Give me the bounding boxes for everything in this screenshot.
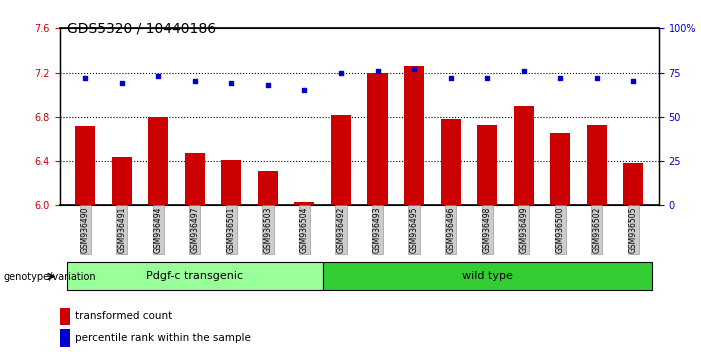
Text: GSM936491: GSM936491 bbox=[117, 206, 126, 253]
Text: GSM936492: GSM936492 bbox=[336, 206, 346, 253]
Point bbox=[226, 80, 237, 86]
Bar bbox=[440, 119, 461, 205]
Point bbox=[518, 68, 529, 74]
Text: GSM936503: GSM936503 bbox=[264, 206, 273, 253]
Bar bbox=[75, 126, 95, 205]
Bar bbox=[514, 106, 533, 205]
Text: GSM936497: GSM936497 bbox=[190, 206, 199, 253]
Text: GSM936495: GSM936495 bbox=[409, 206, 418, 253]
Bar bbox=[623, 163, 644, 205]
Text: GSM936499: GSM936499 bbox=[519, 206, 529, 253]
Point bbox=[262, 82, 273, 88]
Text: GSM936504: GSM936504 bbox=[300, 206, 309, 253]
Bar bbox=[60, 308, 70, 325]
Point bbox=[116, 80, 128, 86]
Text: GSM936505: GSM936505 bbox=[629, 206, 638, 253]
Bar bbox=[185, 153, 205, 205]
Bar bbox=[67, 262, 322, 291]
Text: wild type: wild type bbox=[462, 272, 512, 281]
Bar bbox=[258, 171, 278, 205]
Point bbox=[299, 87, 310, 93]
Point bbox=[591, 75, 602, 81]
Text: GSM936493: GSM936493 bbox=[373, 206, 382, 253]
Bar bbox=[367, 73, 388, 205]
Bar bbox=[222, 160, 241, 205]
Point bbox=[628, 79, 639, 84]
Text: Pdgf-c transgenic: Pdgf-c transgenic bbox=[147, 272, 243, 281]
Point bbox=[79, 75, 90, 81]
Point bbox=[335, 70, 346, 75]
Text: transformed count: transformed count bbox=[74, 312, 172, 321]
Bar bbox=[294, 202, 315, 205]
Bar bbox=[148, 117, 168, 205]
Text: percentile rank within the sample: percentile rank within the sample bbox=[74, 333, 250, 343]
Text: genotype/variation: genotype/variation bbox=[4, 272, 96, 282]
Bar bbox=[587, 125, 607, 205]
Text: GSM936500: GSM936500 bbox=[556, 206, 565, 253]
Bar bbox=[111, 156, 132, 205]
Text: GSM936496: GSM936496 bbox=[446, 206, 455, 253]
Text: GSM936501: GSM936501 bbox=[227, 206, 236, 253]
Text: GSM936502: GSM936502 bbox=[592, 206, 601, 253]
Bar bbox=[322, 262, 652, 291]
Point bbox=[445, 75, 456, 81]
Bar bbox=[404, 66, 424, 205]
Point bbox=[189, 79, 200, 84]
Point bbox=[372, 68, 383, 74]
Text: GDS5320 / 10440186: GDS5320 / 10440186 bbox=[67, 21, 216, 35]
Text: GSM936490: GSM936490 bbox=[81, 206, 90, 253]
Bar bbox=[60, 329, 70, 347]
Point bbox=[153, 73, 164, 79]
Point bbox=[554, 75, 566, 81]
Text: GSM936498: GSM936498 bbox=[483, 206, 491, 253]
Point bbox=[482, 75, 493, 81]
Text: GSM936494: GSM936494 bbox=[154, 206, 163, 253]
Bar bbox=[477, 125, 497, 205]
Point bbox=[409, 66, 420, 72]
Bar bbox=[550, 133, 571, 205]
Bar bbox=[331, 115, 351, 205]
